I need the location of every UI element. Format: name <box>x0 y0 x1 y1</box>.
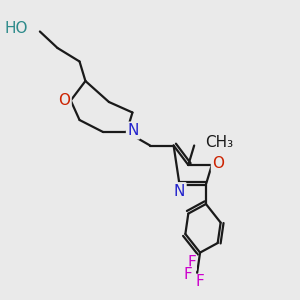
Text: O: O <box>212 156 224 171</box>
Text: F: F <box>188 255 196 270</box>
Text: CH₃: CH₃ <box>206 135 233 150</box>
Text: O: O <box>58 93 70 108</box>
Text: F: F <box>196 274 204 290</box>
Text: N: N <box>174 184 185 199</box>
Text: N: N <box>128 123 139 138</box>
Text: F: F <box>184 267 193 282</box>
Text: HO: HO <box>4 21 28 36</box>
